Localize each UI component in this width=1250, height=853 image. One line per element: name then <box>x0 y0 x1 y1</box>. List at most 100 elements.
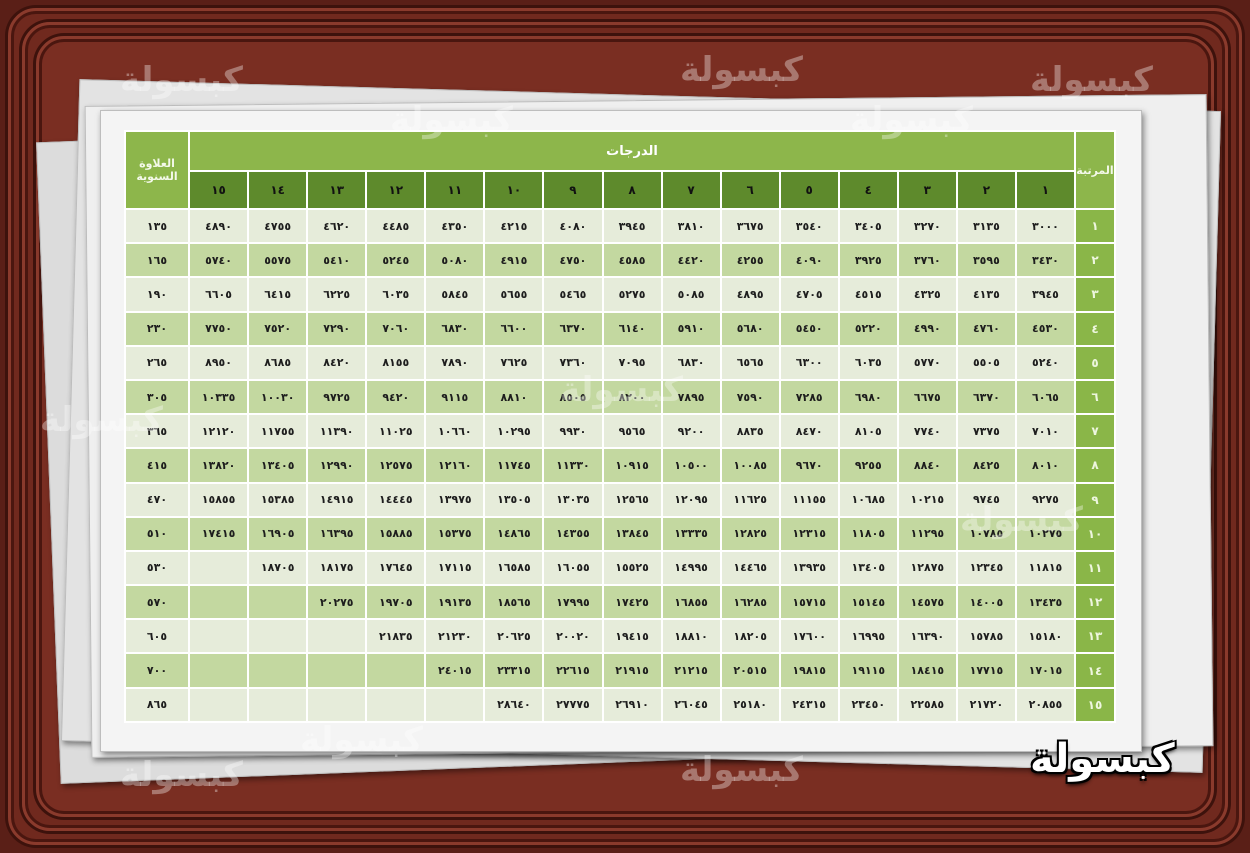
salary-cell: ١٠٠٣٠ <box>249 380 307 414</box>
salary-cell: ١٧٧١٥ <box>957 654 1015 687</box>
salary-cell: ٨٤٢٥ <box>957 449 1015 482</box>
salary-cell: ٥٤٦٥ <box>544 278 602 311</box>
grade-header: ٩ <box>544 172 602 208</box>
salary-cell: ٧٨٩٠ <box>426 346 484 379</box>
salary-cell: ٦٣٠٠ <box>780 346 838 379</box>
salary-cell: ١٣٤٠٥ <box>249 449 307 482</box>
salary-cell: ٣٤٠٥ <box>839 210 897 243</box>
salary-cell: ٥٦٥٥ <box>485 278 543 311</box>
salary-cell <box>308 654 366 687</box>
salary-cell: ١٤٩١٥ <box>308 483 366 516</box>
salary-cell: ١١٧٤٥ <box>485 449 543 482</box>
rank-cell: ٧ <box>1076 415 1114 448</box>
salary-cell: ٤٣٢٥ <box>898 278 956 311</box>
grade-header: ١٥ <box>190 172 248 208</box>
salary-cell: ٥٤٥٠ <box>780 312 838 345</box>
salary-cell: ٢١٨٣٥ <box>367 620 425 653</box>
salary-cell: ٢٦٩١٠ <box>603 688 661 721</box>
rank-header: المرتبة <box>1076 132 1114 208</box>
salary-cell: ٧٢٨٥ <box>780 380 838 414</box>
salary-cell <box>249 620 307 653</box>
salary-cell: ٤٨٩٠ <box>190 210 248 243</box>
rank-cell: ١٤ <box>1076 654 1114 687</box>
salary-cell: ٨٠١٠ <box>1016 449 1074 482</box>
annual-raise-cell: ٣٦٥ <box>126 415 188 448</box>
salary-cell: ٤٩١٥ <box>485 244 543 277</box>
salary-cell: ٣٩٤٥ <box>1016 278 1074 311</box>
table-row: ٤ ٤٥٣٠ ٤٧٦٠ ٤٩٩٠ ٥٢٢٠ ٥٤٥٠ ٥٦٨٠ ٥٩١٠ ٦١٤٠ ٦٣٧٠ ٦٦٠… <box>126 312 1114 345</box>
salary-cell: ١٤٤٤٥ <box>367 483 425 516</box>
annual-raise-cell: ٥٣٠ <box>126 551 188 585</box>
table-body: ١ ٣٠٠٠ ٣١٣٥ ٣٢٧٠ ٣٤٠٥ ٣٥٤٠ ٣٦٧٥ ٣٨١٠ ٣٩٤٥ ٤٠٨٠ ٤٢١… <box>126 210 1114 721</box>
salary-cell: ١٠٥٠٠ <box>662 449 720 482</box>
salary-cell: ٤٨٩٥ <box>721 278 779 311</box>
salary-cell: ٩٥٦٥ <box>603 415 661 448</box>
salary-cell: ١٦٣٩٠ <box>898 620 956 653</box>
salary-cell: ١٠٣٣٥ <box>190 380 248 414</box>
salary-cell: ١٤٤٦٥ <box>721 551 779 585</box>
salary-cell: ١٦٩٠٥ <box>249 517 307 550</box>
salary-cell <box>367 654 425 687</box>
salary-cell: ٢٠٨٥٥ <box>1016 688 1074 721</box>
grade-header: ٨ <box>603 172 661 208</box>
annual-raise-cell: ٥١٠ <box>126 517 188 550</box>
salary-cell: ١٩١١٥ <box>839 654 897 687</box>
salary-cell: ١١٣٩٠ <box>308 415 366 448</box>
salary-cell: ٩٤٢٠ <box>367 380 425 414</box>
salary-cell: ٢٤٠١٥ <box>426 654 484 687</box>
middle-frame <box>22 22 1228 831</box>
salary-cell: ١٣٨٢٠ <box>190 449 248 482</box>
annual-raise-cell: ٨٦٥ <box>126 688 188 721</box>
salary-cell: ٢٠٥١٥ <box>721 654 779 687</box>
salary-cell: ٥٧٧٠ <box>898 346 956 379</box>
salary-cell: ١٧٠١٥ <box>1016 654 1074 687</box>
table-row: ١٠ ١٠٢٧٥ ١٠٧٨٥ ١١٢٩٥ ١١٨٠٥ ١٢٣١٥ ١٢٨٢٥ ١٣٣٣٥ ١٣٨… <box>126 517 1114 550</box>
salary-cell: ٦٠٣٥ <box>367 278 425 311</box>
salary-cell: ٩٢٧٥ <box>1016 483 1074 516</box>
salary-cell: ١٢١٢٠ <box>190 415 248 448</box>
salary-cell: ٤٠٨٠ <box>544 210 602 243</box>
salary-cell: ٣٠٠٠ <box>1016 210 1074 243</box>
table-row: ٢ ٣٤٣٠ ٣٥٩٥ ٣٧٦٠ ٣٩٢٥ ٤٠٩٠ ٤٢٥٥ ٤٤٢٠ ٤٥٨٥ ٤٧٥٠ ٤٩١… <box>126 244 1114 277</box>
rank-cell: ١٣ <box>1076 620 1114 653</box>
grade-header: ٦ <box>721 172 779 208</box>
annual-raise-cell: ٥٧٠ <box>126 586 188 619</box>
grade-header: ١٤ <box>249 172 307 208</box>
salary-cell: ١٢٣٤٥ <box>957 551 1015 585</box>
annual-raise-cell: ١٦٥ <box>126 244 188 277</box>
salary-cell: ٨٨١٠ <box>485 380 543 414</box>
salary-cell: ٥٠٨٠ <box>426 244 484 277</box>
salary-cell: ١٥١٨٠ <box>1016 620 1074 653</box>
salary-cell: ٧٧٥٠ <box>190 312 248 345</box>
salary-cell: ٤٥٣٠ <box>1016 312 1074 345</box>
salary-cell: ٧٥٩٠ <box>721 380 779 414</box>
salary-cell: ٢١٩١٥ <box>603 654 661 687</box>
salary-cell: ٥٥٧٥ <box>249 244 307 277</box>
salary-cell: ٤٥١٥ <box>839 278 897 311</box>
rank-cell: ٢ <box>1076 244 1114 277</box>
salary-cell: ١٥٨٨٥ <box>367 517 425 550</box>
salary-cell: ٦٣٧٠ <box>957 380 1015 414</box>
salary-cell <box>249 586 307 619</box>
salary-cell: ٣٢٧٠ <box>898 210 956 243</box>
salary-cell: ٦٨٣٠ <box>426 312 484 345</box>
salary-cell: ٥٠٨٥ <box>662 278 720 311</box>
salary-cell: ١٠٩١٥ <box>603 449 661 482</box>
annual-raise-cell: ٧٠٠ <box>126 654 188 687</box>
annual-raise-header: العلاوة السنوية <box>126 132 188 208</box>
salary-cell: ٧٦٢٥ <box>485 346 543 379</box>
salary-cell: ٢٣٣١٥ <box>485 654 543 687</box>
salary-cell: ٣٥٩٥ <box>957 244 1015 277</box>
salary-cell: ٩٧٤٥ <box>957 483 1015 516</box>
table-row: ٥ ٥٢٤٠ ٥٥٠٥ ٥٧٧٠ ٦٠٣٥ ٦٣٠٠ ٦٥٦٥ ٦٨٣٠ ٧٠٩٥ ٧٣٦٠ ٧٦٢… <box>126 346 1114 379</box>
salary-cell: ١٨٧٠٥ <box>249 551 307 585</box>
table-row: ٩ ٩٢٧٥ ٩٧٤٥ ١٠٢١٥ ١٠٦٨٥ ١١١٥٥ ١١٦٢٥ ١٢٠٩٥ ١٢٥٦٥ ١… <box>126 483 1114 516</box>
salary-cell: ٢٠٢٧٥ <box>308 586 366 619</box>
salary-cell: ١٦٨٥٥ <box>662 586 720 619</box>
salary-cell: ٦٦٧٥ <box>898 380 956 414</box>
salary-cell: ٨٦٨٥ <box>249 346 307 379</box>
salary-cell: ١٢٨٢٥ <box>721 517 779 550</box>
salary-cell: ٢٠٦٢٥ <box>485 620 543 653</box>
table-row: ٣ ٣٩٤٥ ٤١٣٥ ٤٣٢٥ ٤٥١٥ ٤٧٠٥ ٤٨٩٥ ٥٠٨٥ ٥٢٧٥ ٥٤٦٥ ٥٦٥… <box>126 278 1114 311</box>
salary-cell: ٢٧٧٧٥ <box>544 688 602 721</box>
